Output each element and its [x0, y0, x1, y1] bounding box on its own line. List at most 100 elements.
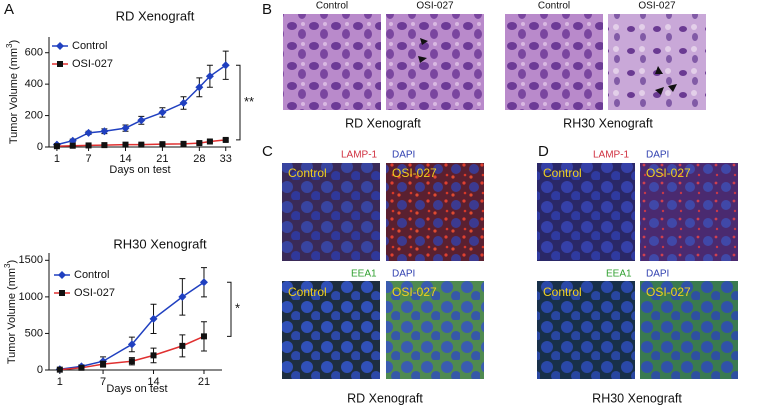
condition: OSI-027 [646, 285, 691, 299]
x-tick-label: 33 [220, 153, 232, 165]
image [386, 163, 484, 261]
legend-label: Control [74, 269, 109, 281]
y-tick-label: 1500 [19, 254, 43, 266]
marker [69, 142, 76, 149]
marker [159, 141, 166, 148]
marker [149, 314, 158, 323]
image [537, 281, 635, 379]
image [505, 14, 603, 110]
marker [196, 140, 203, 147]
condition: Control [543, 285, 582, 299]
series-line [56, 64, 227, 146]
marker [138, 141, 145, 148]
image [608, 14, 706, 110]
condition: OSI-027 [646, 166, 691, 180]
x-tick-label: 14 [119, 153, 131, 165]
marker [84, 128, 93, 137]
condition: OSI-027 [638, 1, 676, 12]
condition: Control [316, 1, 348, 12]
y-tick-label: 0 [37, 364, 43, 376]
group-label: RH30 Xenograft [563, 116, 653, 130]
x-tick-label: 21 [156, 153, 168, 165]
y-axis-label-sup: 3 [5, 43, 14, 48]
condition: OSI-027 [392, 285, 437, 299]
panel-c: LAMP-1 DAPI EEA1 DAPI Control OSI-027 Co… [288, 150, 437, 406]
legend-marker [56, 42, 64, 50]
condition: Control [288, 285, 327, 299]
marker [78, 364, 85, 371]
marker [195, 83, 204, 92]
y-axis-label-part: ) [8, 40, 20, 44]
marker [56, 366, 63, 373]
marker [150, 352, 157, 359]
marker [221, 61, 230, 70]
condition: OSI-027 [416, 1, 454, 12]
x-tick-label: 14 [147, 376, 159, 388]
y-tick-label: 0 [37, 141, 43, 153]
marker [158, 108, 167, 117]
x-tick-label: 28 [193, 153, 205, 165]
marker [122, 141, 129, 148]
y-axis-label-part: Tumor Volume (mm [6, 268, 18, 364]
panel-d: LAMP-1 DAPI EEA1 DAPI Control OSI-027 Co… [543, 150, 691, 406]
legend-label: OSI-027 [74, 287, 115, 299]
y-axis-label-part: ) [6, 260, 18, 264]
significance: ** [244, 94, 254, 109]
marker [205, 72, 214, 81]
marker [127, 340, 136, 349]
x-tick-label: 7 [100, 376, 106, 388]
marker [128, 358, 135, 365]
x-tick-label: 1 [57, 376, 63, 388]
stain: DAPI [646, 269, 669, 280]
x-axis-label: Days on test [109, 164, 170, 176]
marker [101, 142, 108, 149]
x-tick-label: 21 [198, 376, 210, 388]
marker [179, 342, 186, 349]
image [283, 14, 381, 110]
image [282, 281, 380, 379]
image [537, 163, 635, 261]
image [640, 281, 738, 379]
marker [85, 142, 92, 149]
stain: LAMP-1 [341, 150, 378, 161]
marker [179, 99, 188, 107]
condition: OSI-027 [392, 166, 437, 180]
caption: RD Xenograft [347, 391, 423, 405]
condition: Control [538, 1, 570, 12]
x-axis-label: Days on test [106, 383, 167, 395]
marker [222, 136, 229, 143]
legend-label: Control [72, 40, 107, 52]
marker [100, 361, 107, 368]
micrographs [282, 14, 738, 379]
chart-title: RH30 Xenograft [113, 236, 207, 251]
stain: DAPI [392, 269, 415, 280]
stain: DAPI [646, 150, 669, 161]
x-tick-label: 1 [54, 153, 60, 165]
marker [137, 116, 146, 125]
x-tick-label: 7 [86, 153, 92, 165]
legend-marker [59, 290, 65, 296]
y-tick-label: 1000 [19, 291, 43, 303]
image [386, 281, 484, 379]
significance-bracket [227, 281, 232, 337]
y-axis-label: Tumor Volume (mm3) [5, 40, 20, 144]
marker [68, 136, 77, 145]
chart-title: RD Xenograft [116, 8, 195, 23]
group-label: RD Xenograft [345, 116, 421, 130]
y-tick-label: 200 [25, 109, 43, 121]
significance: * [235, 301, 240, 316]
marker [121, 124, 130, 133]
stain: DAPI [392, 150, 415, 161]
y-axis-label: Tumor Volume (mm3) [3, 260, 18, 364]
stain: LAMP-1 [593, 150, 630, 161]
marker [200, 333, 207, 340]
image [282, 163, 380, 261]
panel-label: B [262, 1, 272, 18]
marker [180, 140, 187, 147]
legend-label: OSI-027 [72, 58, 113, 70]
stain: EEA1 [351, 269, 377, 280]
marker [199, 278, 208, 287]
legend-marker [58, 271, 66, 279]
